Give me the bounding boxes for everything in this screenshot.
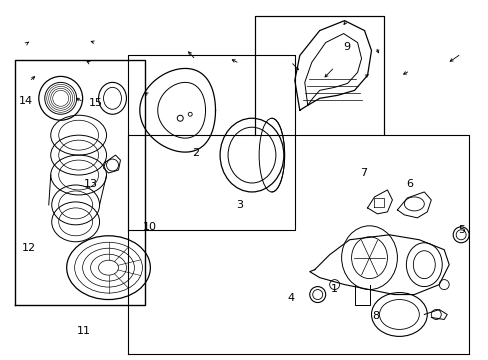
Text: 2: 2 <box>192 148 199 158</box>
Text: 1: 1 <box>330 284 337 294</box>
Text: 5: 5 <box>457 225 464 235</box>
Text: 3: 3 <box>236 200 243 210</box>
Text: 11: 11 <box>77 325 91 336</box>
Text: 13: 13 <box>84 179 98 189</box>
Text: 4: 4 <box>286 293 294 303</box>
Text: 10: 10 <box>142 222 156 231</box>
Text: 9: 9 <box>343 42 349 52</box>
Text: 14: 14 <box>19 96 33 106</box>
Text: 7: 7 <box>360 168 366 178</box>
Text: 12: 12 <box>22 243 36 253</box>
Text: 15: 15 <box>89 98 102 108</box>
Text: 6: 6 <box>406 179 413 189</box>
Text: 8: 8 <box>372 311 379 321</box>
